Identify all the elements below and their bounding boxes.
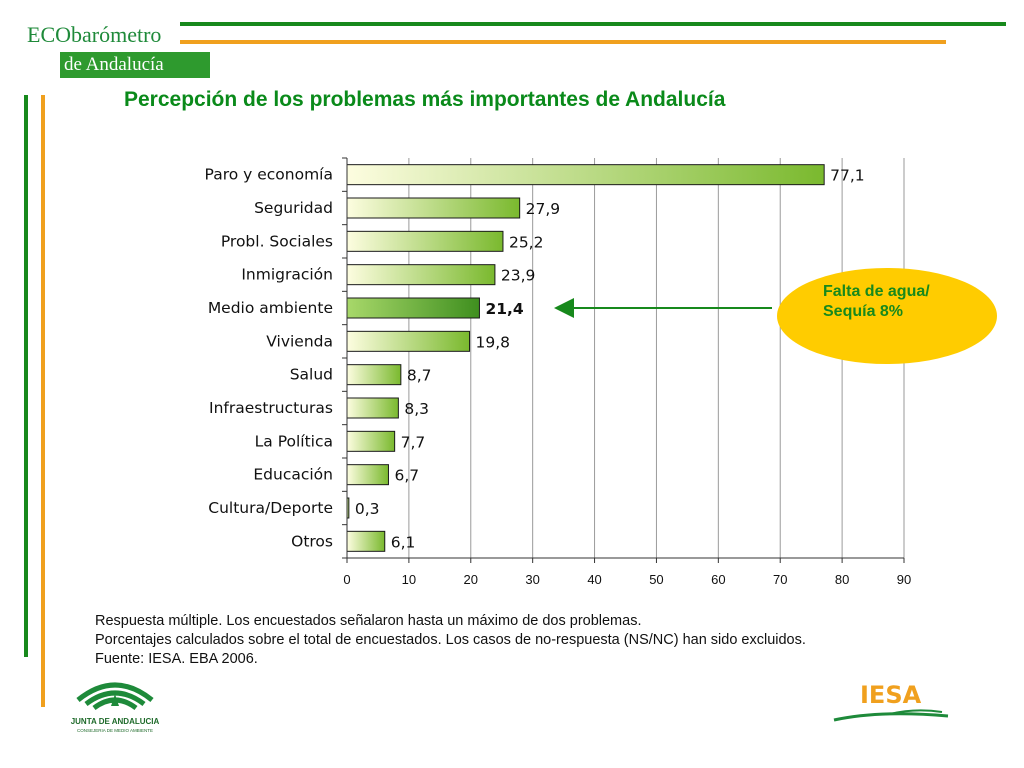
footnotes: Respuesta múltiple. Los encuestados seña… <box>95 612 806 669</box>
value-label: 8,3 <box>404 400 429 418</box>
category-label: Infraestructuras <box>209 399 333 417</box>
x-tick-label: 30 <box>525 572 539 587</box>
bar-9 <box>346 464 389 486</box>
value-label: 8,7 <box>407 367 432 385</box>
category-label: Probl. Sociales <box>221 232 333 250</box>
logo-region-band: de Andalucía <box>60 52 210 78</box>
category-label: Paro y economía <box>205 166 333 184</box>
note-line-1: Respuesta múltiple. Los encuestados seña… <box>95 613 642 629</box>
junta-andalucia-logo: JUNTA DE ANDALUCIA CONSEJERIA DE MEDIO A… <box>71 682 160 733</box>
category-label: Cultura/Deporte <box>208 499 333 517</box>
bars-layer <box>346 164 825 552</box>
iesa-name: IESA <box>860 681 922 709</box>
value-label: 25,2 <box>509 233 544 251</box>
x-tick-label: 0 <box>343 572 350 587</box>
x-tick-label: 10 <box>402 572 416 587</box>
junta-sub: CONSEJERIA DE MEDIO AMBIENTE <box>77 728 153 733</box>
category-label: Salud <box>290 366 333 384</box>
bar-1 <box>346 197 521 219</box>
left-rule-green <box>24 95 28 657</box>
axis-layer: 0 10 20 30 40 50 60 70 80 90 Paro y economía 77,1 Se… <box>205 157 911 587</box>
category-label: Vivienda <box>266 332 333 350</box>
x-tick-label: 80 <box>835 572 849 587</box>
category-label: Inmigración <box>241 266 333 284</box>
page-title: Percepción de los problemas más importan… <box>124 88 726 111</box>
ecobarometro-logo: ECObarómetro de Andalucía <box>22 20 210 80</box>
bar-11 <box>346 530 386 552</box>
category-label: Otros <box>291 532 333 550</box>
bar-7 <box>346 397 399 419</box>
left-rule-orange <box>41 95 45 707</box>
x-tick-label: 60 <box>711 572 725 587</box>
category-label: La Política <box>255 432 333 450</box>
value-label: 21,4 <box>485 300 523 318</box>
value-label: 6,1 <box>391 533 416 551</box>
junta-name: JUNTA DE ANDALUCIA <box>71 717 160 726</box>
logo-prefix: ECO <box>27 22 71 47</box>
callout-line-2: Sequía 8% <box>823 303 904 320</box>
x-tick-label: 40 <box>587 572 601 587</box>
note-line-3: Fuente: IESA. EBA 2006. <box>95 651 258 667</box>
top-rule-green <box>180 22 1006 26</box>
top-rule-orange <box>180 40 946 44</box>
bar-5 <box>346 330 471 352</box>
x-tick-label: 90 <box>897 572 911 587</box>
value-label: 77,1 <box>830 167 865 185</box>
bar-0 <box>346 164 825 186</box>
bar-chart: 0 10 20 30 40 50 60 70 80 90 Paro y economía 77,1 Se… <box>205 157 911 587</box>
callout-bubble: Falta de agua/ Sequía 8% <box>775 266 1000 366</box>
value-label: 19,8 <box>476 333 511 351</box>
x-tick-label: 50 <box>649 572 663 587</box>
x-tick-label: 20 <box>464 572 478 587</box>
value-label: 7,7 <box>401 433 426 451</box>
category-label: Educación <box>253 466 333 484</box>
value-label: 0,3 <box>355 500 380 518</box>
category-label: Seguridad <box>254 199 333 217</box>
bar-4 <box>346 297 480 319</box>
logo-word: barómetro <box>71 22 162 47</box>
note-line-2: Porcentajes calculados sobre el total de… <box>95 632 806 648</box>
value-label: 6,7 <box>394 467 419 485</box>
value-label: 27,9 <box>526 200 561 218</box>
callout-line-1: Falta de agua/ <box>823 283 930 300</box>
logo-region: de Andalucía <box>64 54 164 75</box>
bar-6 <box>346 364 402 386</box>
category-label: Medio ambiente <box>208 299 333 317</box>
bar-8 <box>346 430 396 452</box>
callout-ellipse <box>777 268 997 364</box>
x-tick-label: 70 <box>773 572 787 587</box>
bar-2 <box>346 230 504 252</box>
logo-title: ECObarómetro <box>27 22 161 48</box>
bar-3 <box>346 264 496 286</box>
value-label: 23,9 <box>501 267 536 285</box>
iesa-logo: IESA <box>833 681 949 722</box>
callout-text: Falta de agua/ Sequía 8% <box>823 282 930 322</box>
